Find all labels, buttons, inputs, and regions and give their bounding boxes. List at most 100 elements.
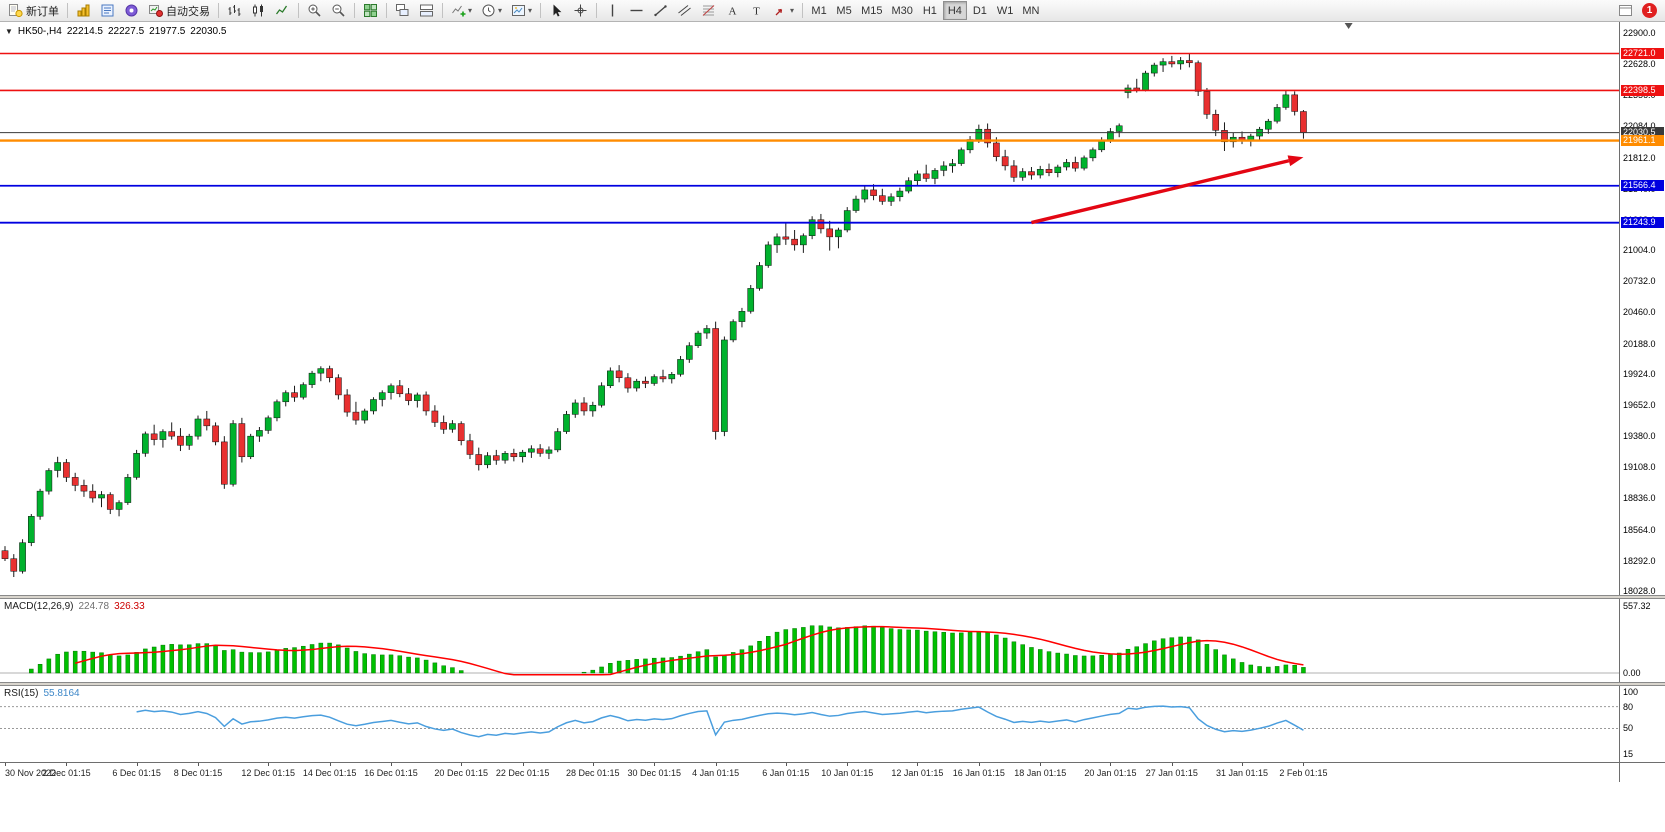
cascade-windows-button[interactable] [391,1,414,20]
rsi-axis[interactable]: 100 80 50 15 [1619,686,1665,762]
timeframe-button-h1[interactable]: H1 [918,1,942,20]
chart-window-button[interactable] [1614,1,1637,20]
fibonacci-tool-button[interactable] [697,1,720,20]
label-tool-button[interactable]: T [745,1,768,20]
rsi-canvas [0,705,1619,738]
trendline-tool-button[interactable] [649,1,672,20]
main-chart-panel: ▼ HK50-,H4 22214.5 22227.5 21977.5 22030… [0,22,1665,596]
price-axis-label: 18292.0 [1623,555,1656,566]
time-axis-label: 28 Dec 01:15 [566,768,620,778]
price-axis-label: 20188.0 [1623,338,1656,349]
panel-splitter[interactable] [0,682,1665,686]
time-axis-label: 6 Dec 01:15 [112,768,161,778]
price-tag-support: 21566.4 [1621,180,1664,192]
time-axis[interactable]: 30 Nov 2022 2 Dec 01:15 6 Dec 01:15 8 Dec 0… [0,762,1665,782]
cursor-icon [553,4,562,17]
time-axis-label: 4 Jan 01:15 [692,768,740,778]
timeframe-button-m5[interactable]: M5 [832,1,856,20]
window-filler [0,782,1665,832]
time-axis-label: 12 Jan 01:15 [891,768,944,778]
rsi-axis-label: 15 [1623,749,1634,759]
time-tick [268,763,270,766]
timeframe-button-m1[interactable]: M1 [807,1,831,20]
charts-button[interactable] [72,1,95,20]
price-axis[interactable]: 22900.022628.022356.022084.021812.021540… [1619,22,1665,596]
time-axis-label: 20 Dec 01:15 [434,768,488,778]
timeframe-button-m30[interactable]: M30 [887,1,916,20]
notification-badge[interactable]: 1 [1642,3,1657,18]
time-tick [785,763,787,766]
time-tick [391,763,393,766]
rsi-plot[interactable]: RSI(15) 55.8164 [0,686,1619,762]
rsi-axis-label: 80 [1623,701,1634,712]
horizontal-line-icon [630,9,643,12]
autotrading-button[interactable]: 自动交易 [144,1,214,20]
time-axis-label: 12 Dec 01:15 [241,768,295,778]
toolbar-separator [540,3,542,18]
price-axis-label: 19924.0 [1623,368,1656,379]
toolbar-separator [442,3,443,18]
zoom-out-button[interactable] [327,1,350,20]
panel-splitter[interactable] [0,595,1665,599]
templates-button[interactable]: ▾ [507,1,536,20]
horizontal-line-tool-button[interactable] [625,1,648,20]
chart-collapse-icon[interactable]: ▼ [5,27,13,36]
time-tick [715,763,717,766]
community-button[interactable] [120,1,143,20]
periods-button[interactable]: ▾ [477,1,506,20]
macd-name: MACD(12,26,9) [4,601,74,612]
price-axis-label: 19108.0 [1623,462,1656,473]
rsi-axis-label: 50 [1623,723,1634,734]
rsi-line [136,705,1304,738]
cursor-tool-button[interactable] [545,1,568,20]
macd-axis-label: 0.00 [1623,668,1641,678]
chart-window: ▼ HK50-,H4 22214.5 22227.5 21977.5 22030… [0,22,1665,832]
tile-horizontal-button[interactable] [415,1,438,20]
macd-plot[interactable]: MACD(12,26,9) 224.78 326.33 [0,599,1619,682]
macd-axis[interactable]: 557.32 0.00 [1619,599,1665,682]
toolbar-separator [596,3,598,18]
autotrading-icon [149,5,163,17]
candle-chart-mode-button[interactable] [247,1,270,20]
main-chart-plot[interactable]: ▼ HK50-,H4 22214.5 22227.5 21977.5 22030… [0,22,1619,595]
timeframe-button-d1[interactable]: D1 [968,1,992,20]
zoom-in-button[interactable] [303,1,326,20]
line-chart-mode-button[interactable] [271,1,294,20]
new-order-button[interactable]: 新订单 [4,1,63,20]
bar-chart-mode-button[interactable] [223,1,246,20]
vertical-line-tool-button[interactable] [601,1,624,20]
macd-canvas [0,625,1619,676]
chart-high: 22227.5 [107,26,145,37]
text-tool-button[interactable]: A [721,1,744,20]
time-axis-label: 27 Jan 01:15 [1145,768,1198,778]
time-tick [592,763,594,766]
text-icon: A [729,6,737,18]
arrows-tool-button[interactable]: ▾ [769,1,798,20]
time-axis-label: 10 Jan 01:15 [821,768,874,778]
time-tick [522,763,524,766]
chart-low: 21977.5 [149,26,186,37]
template-icon [512,5,526,16]
timeframe-button-w1[interactable]: W1 [993,1,1018,20]
svg-text:A: A [729,6,737,18]
timeframe-button-m15[interactable]: M15 [857,1,886,20]
rsi-axis-label: 100 [1623,687,1639,697]
channel-tool-button[interactable] [673,1,696,20]
time-axis-labels: 30 Nov 2022 2 Dec 01:15 6 Dec 01:15 8 Dec 0… [0,763,1619,782]
market-watch-button[interactable] [96,1,119,20]
indicators-button[interactable]: ▾ [447,1,476,20]
timeframe-button-h4[interactable]: H4 [942,1,967,20]
price-tag-resistance: 22398.5 [1621,84,1664,96]
svg-text:T: T [753,6,760,18]
arrow-object-icon [775,8,783,16]
tile-windows-button[interactable] [359,1,382,20]
crosshair-tool-button[interactable] [569,1,592,20]
time-tick [198,763,199,766]
vertical-line-icon [611,4,614,17]
price-axis-label: 19380.0 [1623,431,1656,442]
new-order-label: 新订单 [26,5,59,18]
timeframe-button-mn[interactable]: MN [1018,1,1043,20]
time-tick [1040,763,1042,766]
price-axis-label: 20732.0 [1623,276,1656,287]
tile-horizontal-icon [420,4,433,17]
